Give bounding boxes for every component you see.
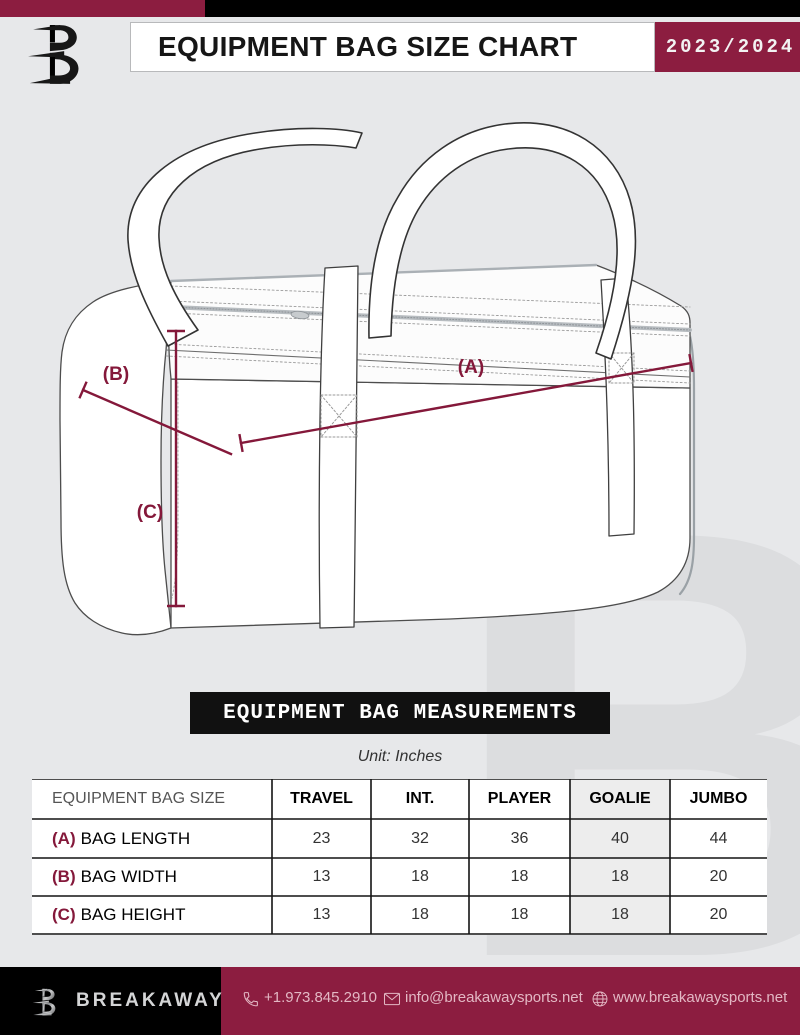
svg-text:(A): (A)	[458, 357, 484, 378]
svg-text:(C): (C)	[137, 502, 163, 523]
svg-text:(B): (B)	[103, 364, 129, 385]
